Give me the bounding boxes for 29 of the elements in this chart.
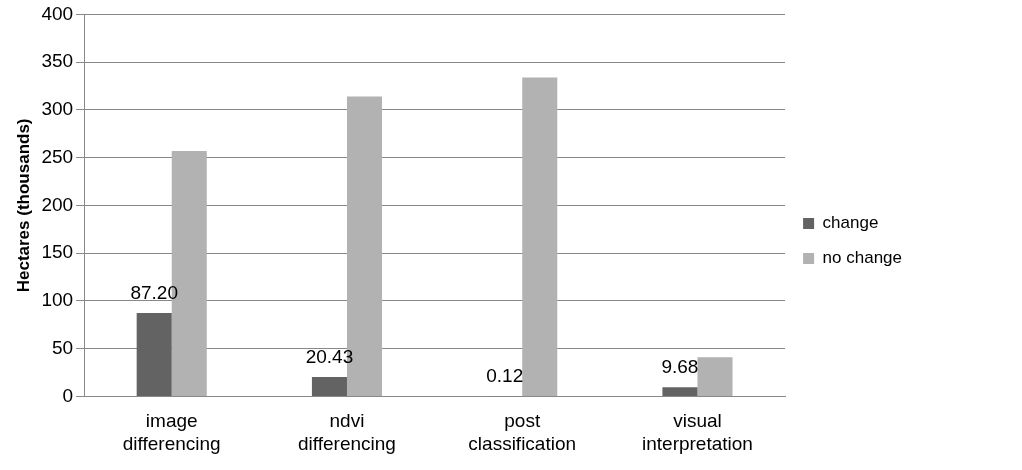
- category-label: post: [504, 410, 541, 432]
- data-label: 87.20: [130, 281, 178, 303]
- y-tick-label: 200: [41, 193, 74, 215]
- category-label: classification: [468, 432, 577, 454]
- data-label: 20.43: [305, 345, 354, 367]
- y-tick-label: 350: [41, 50, 74, 72]
- bar: [522, 77, 558, 396]
- bar: [662, 387, 698, 396]
- y-tick-label: 0: [62, 384, 74, 406]
- legend-label: change: [822, 213, 879, 233]
- legend-label: no change: [822, 248, 902, 268]
- bar: [136, 313, 172, 396]
- category-label: image: [145, 410, 198, 432]
- data-label: 9.68: [661, 355, 699, 377]
- category-label: ndvi: [329, 410, 365, 432]
- y-axis-title: Hectares (thousands): [13, 118, 33, 293]
- category-label: differencing: [122, 432, 221, 454]
- y-tick-label: 150: [41, 241, 74, 263]
- category-label: visual: [673, 410, 722, 432]
- y-tick-label: 400: [41, 2, 74, 24]
- bar: [697, 357, 733, 396]
- bar: [311, 376, 347, 396]
- data-label: 0.12: [486, 365, 524, 387]
- y-tick-label: 300: [41, 98, 74, 120]
- y-tick-label: 100: [41, 289, 74, 311]
- category-label: interpretation: [642, 432, 753, 454]
- category-label: differencing: [298, 432, 396, 454]
- y-tick-label: 250: [41, 145, 74, 167]
- y-tick-label: 50: [51, 336, 74, 358]
